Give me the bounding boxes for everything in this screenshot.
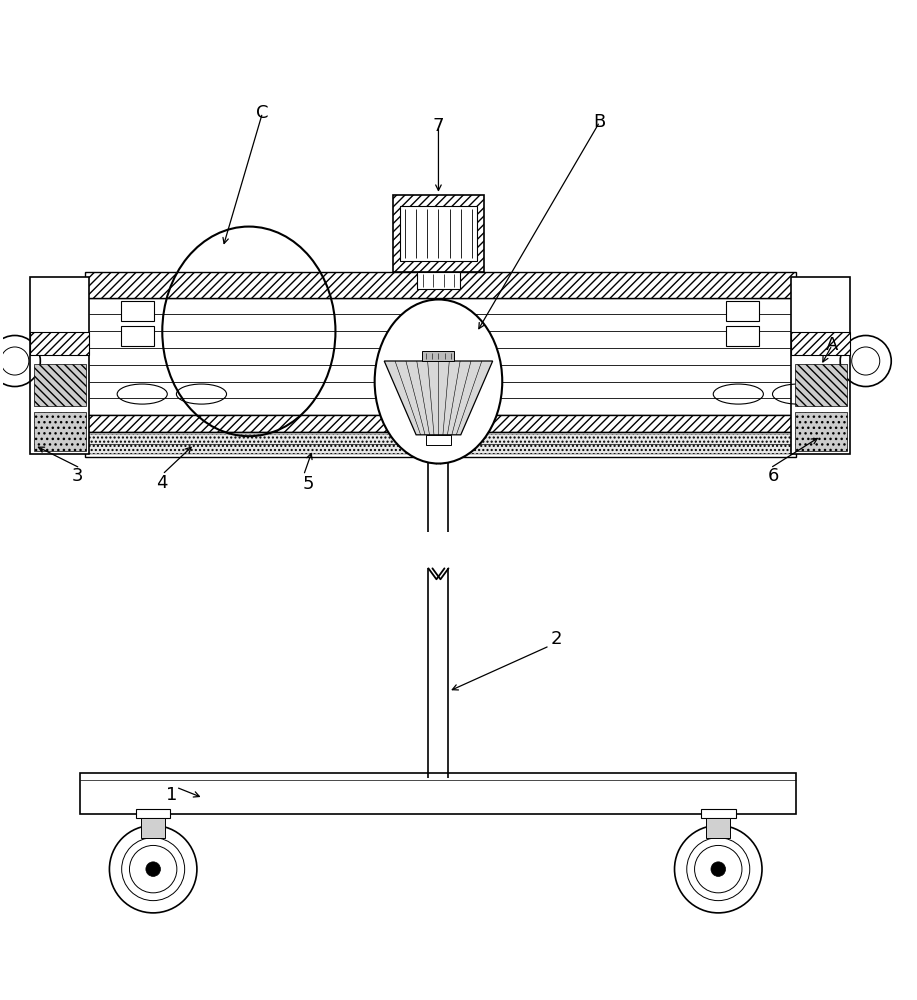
Bar bbox=[34, 412, 85, 451]
Text: C: C bbox=[256, 104, 269, 122]
Bar bbox=[141, 818, 165, 838]
Bar bbox=[84, 298, 796, 415]
Bar bbox=[791, 277, 850, 454]
Bar bbox=[791, 332, 850, 355]
Bar bbox=[87, 434, 793, 454]
Bar bbox=[121, 301, 154, 321]
Text: 7: 7 bbox=[433, 117, 444, 135]
Bar bbox=[34, 364, 85, 406]
Bar bbox=[136, 809, 171, 818]
Bar bbox=[121, 326, 154, 346]
Text: A: A bbox=[826, 336, 838, 354]
Bar bbox=[425, 435, 451, 445]
Bar bbox=[726, 326, 759, 346]
Bar bbox=[30, 277, 89, 454]
Bar bbox=[701, 809, 735, 818]
Text: 1: 1 bbox=[166, 786, 177, 804]
Bar bbox=[423, 351, 455, 361]
Bar bbox=[84, 272, 796, 298]
Bar bbox=[795, 364, 846, 406]
Bar bbox=[84, 432, 796, 457]
Bar bbox=[706, 818, 730, 838]
Bar bbox=[726, 301, 759, 321]
Bar bbox=[417, 272, 459, 289]
Text: 5: 5 bbox=[303, 475, 314, 493]
Ellipse shape bbox=[375, 299, 503, 464]
Circle shape bbox=[146, 862, 160, 876]
Bar bbox=[795, 412, 846, 451]
Text: 6: 6 bbox=[768, 467, 779, 485]
Text: 2: 2 bbox=[550, 630, 562, 648]
Text: 3: 3 bbox=[72, 467, 83, 485]
Bar bbox=[392, 195, 484, 272]
Polygon shape bbox=[384, 361, 492, 435]
Bar bbox=[84, 415, 796, 432]
Text: 4: 4 bbox=[157, 474, 168, 492]
Bar bbox=[400, 206, 477, 261]
Bar bbox=[81, 773, 796, 814]
Circle shape bbox=[711, 862, 725, 876]
Bar bbox=[30, 332, 89, 355]
Text: B: B bbox=[593, 113, 606, 131]
